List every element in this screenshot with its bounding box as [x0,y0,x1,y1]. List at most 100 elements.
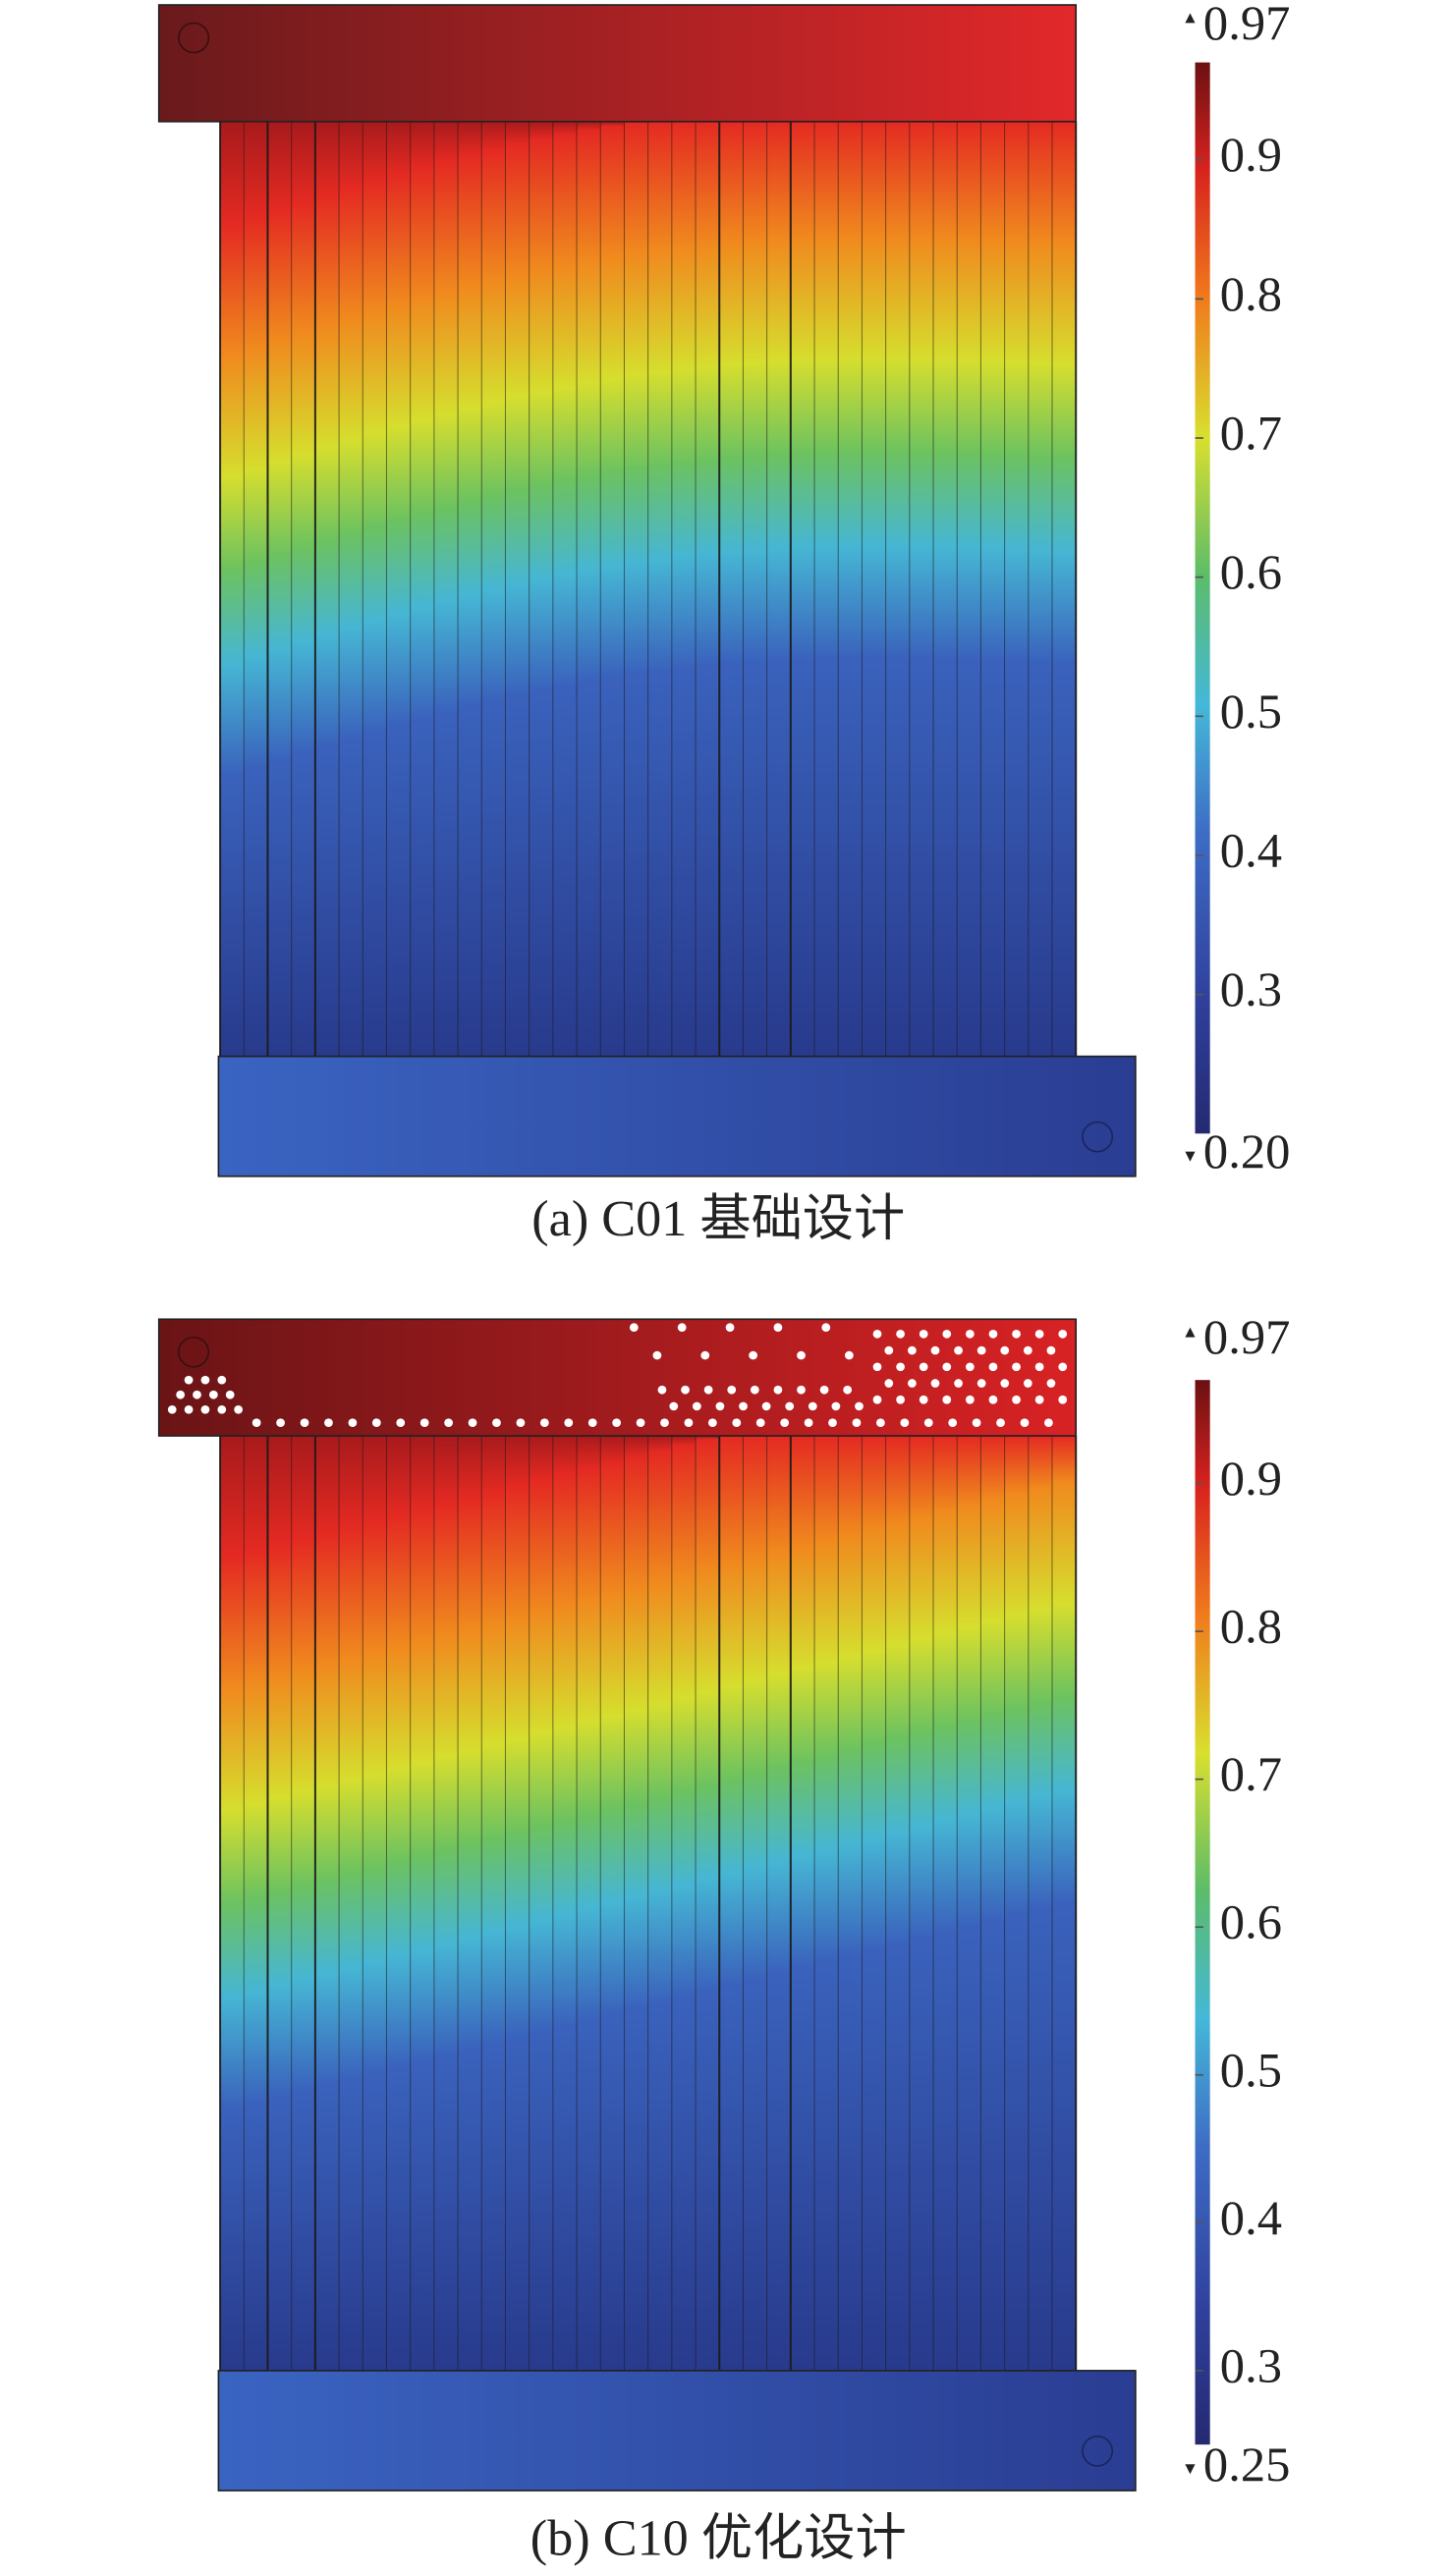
channel [386,121,412,1057]
channel [838,121,863,1057]
pin-hole [930,1345,940,1355]
pin-hole [700,1350,710,1360]
channel [433,121,459,1057]
pin-hole [988,1395,998,1404]
pin-hole [1034,1329,1044,1339]
outlet-header [217,1055,1137,1178]
pin-hole [942,1362,952,1372]
pin-hole [930,1379,940,1388]
pin-hole [371,1418,381,1428]
channel [624,1436,649,2371]
pin-hole [657,1385,667,1395]
pin-hole [715,1401,725,1411]
channel [838,1436,863,2371]
pin-hole [821,1323,831,1332]
pin-hole [954,1345,963,1355]
pin-hole [1012,1362,1021,1372]
pin-hole [1058,1362,1068,1372]
pin-hole [692,1401,701,1411]
outlet-header [217,2370,1137,2492]
channel [577,121,601,1057]
pin-hole [1023,1345,1032,1355]
channel [624,121,649,1057]
pin-hole [785,1401,795,1411]
pin-hole [193,1390,201,1399]
pin-hole [843,1385,853,1395]
pin-hole [468,1418,477,1428]
colorbar-tick-label: 0.7 [1220,406,1282,461]
channel [505,1436,530,2371]
pin-hole [780,1418,790,1428]
pin-hole [761,1401,771,1411]
channel [814,121,839,1057]
channel [410,121,435,1057]
channel [552,1436,578,2371]
channel [244,121,268,1057]
pin-hole [707,1418,717,1428]
pin-hole [948,1418,958,1428]
channel [481,121,506,1057]
pin-hole [660,1418,669,1428]
pin-hole [896,1362,905,1372]
channel [1028,121,1053,1057]
channel [671,121,697,1057]
pin-hole [636,1418,645,1428]
channel [766,1436,792,2371]
pin-hole [1046,1345,1056,1355]
channel [481,1436,506,2371]
pin-hole [972,1418,981,1428]
pin-hole [855,1401,864,1411]
channel [600,1436,625,2371]
colorbar-limit-label: 0.20 [1203,1124,1290,1178]
channel [743,121,768,1057]
pin-hole [184,1375,194,1385]
pin-hole [900,1418,910,1428]
channel [267,121,293,1057]
colorbar-tick-label: 0.6 [1220,544,1282,599]
channel [1004,121,1030,1057]
pin-hole [872,1362,882,1372]
channel [957,1436,981,2371]
pin-hole [1020,1418,1030,1428]
caption: (b) C10 优化设计 [530,2511,907,2567]
pin-hole [1034,1395,1044,1404]
pin-hole [1058,1395,1068,1404]
pin-hole [965,1395,975,1404]
channel [696,1436,720,2371]
inlet-header [157,4,1078,123]
pin-hole [727,1385,737,1395]
pin-hole [942,1329,952,1339]
pin-hole [217,1404,227,1414]
channel [314,121,340,1057]
pin-hole [876,1418,885,1428]
pin-hole [919,1362,928,1372]
pin-hole [797,1385,806,1395]
pin-hole [184,1404,194,1414]
pin-hole [225,1390,235,1399]
channel [766,121,792,1057]
pin-hole [884,1345,894,1355]
channel [362,1436,387,2371]
channel [933,121,958,1057]
pin-hole [629,1323,639,1332]
pin-hole [669,1401,679,1411]
channel [980,121,1006,1057]
channel [433,1436,459,2371]
pin-hole [703,1385,713,1395]
pin-hole [516,1418,526,1428]
channel [909,121,934,1057]
pin-hole [1000,1379,1010,1388]
channel [719,121,744,1057]
channel [458,1436,482,2371]
channel [552,121,578,1057]
pin-hole [896,1395,905,1404]
colorbar-tick-label: 0.5 [1220,684,1282,739]
channel [862,1436,887,2371]
pin-hole [965,1329,975,1339]
colorbar-tick-label: 0.4 [1220,823,1282,878]
pin-hole [276,1418,285,1428]
channel [386,1436,412,2371]
inlet-header [157,1318,1078,1437]
pin-hole [755,1418,765,1428]
